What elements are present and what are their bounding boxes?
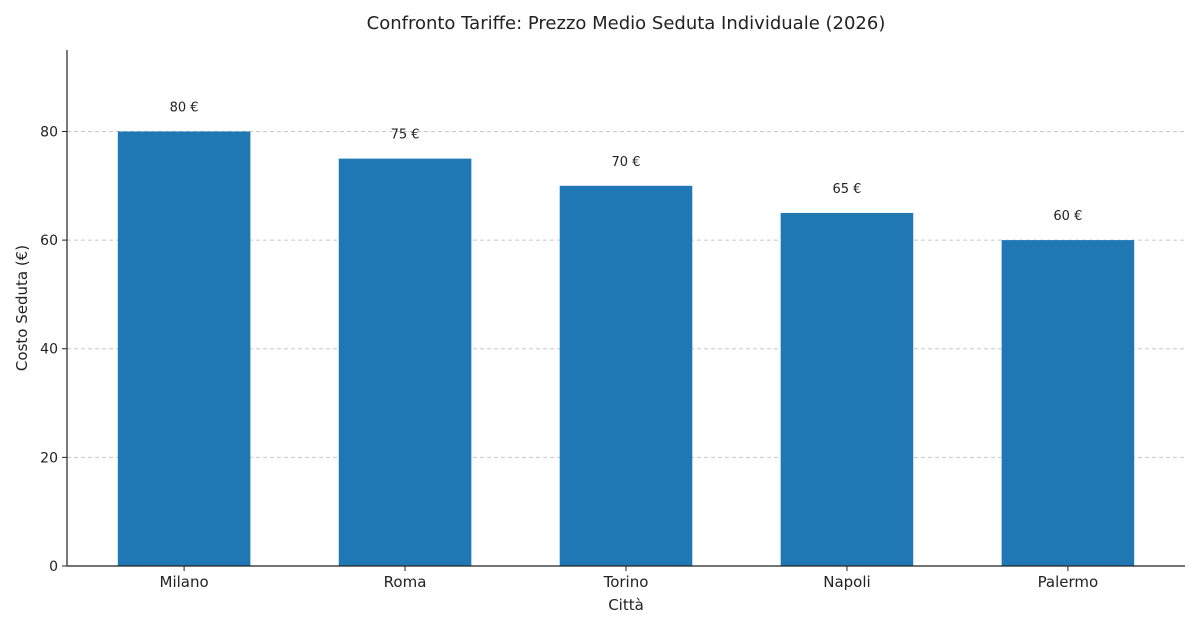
- y-tick-label: 0: [49, 559, 58, 575]
- x-tick-label: Napoli: [823, 573, 870, 591]
- chart-title: Confronto Tariffe: Prezzo Medio Seduta I…: [367, 13, 886, 34]
- data-label: 80 €: [170, 100, 199, 115]
- data-label: 60 €: [1053, 209, 1082, 224]
- bar-torino: [559, 185, 693, 566]
- x-tick-label: Milano: [160, 573, 209, 591]
- data-label: 70 €: [612, 155, 641, 170]
- y-axis-label: Costo Seduta (€): [13, 245, 31, 371]
- bar-napoli: [780, 212, 914, 566]
- bar-roma: [338, 158, 472, 566]
- x-tick-label: Palermo: [1038, 573, 1099, 591]
- bar-milano: [117, 131, 251, 566]
- y-tick-label: 80: [40, 124, 58, 140]
- x-tick-label: Torino: [603, 573, 649, 591]
- x-axis-label: Città: [608, 596, 644, 614]
- data-label: 65 €: [832, 182, 861, 197]
- x-tick-label: Roma: [384, 573, 427, 591]
- y-tick-label: 40: [40, 342, 58, 358]
- y-tick-label: 20: [40, 450, 58, 466]
- y-tick-label: 60: [40, 233, 58, 249]
- bar-palermo: [1001, 240, 1135, 566]
- data-label: 75 €: [391, 128, 420, 143]
